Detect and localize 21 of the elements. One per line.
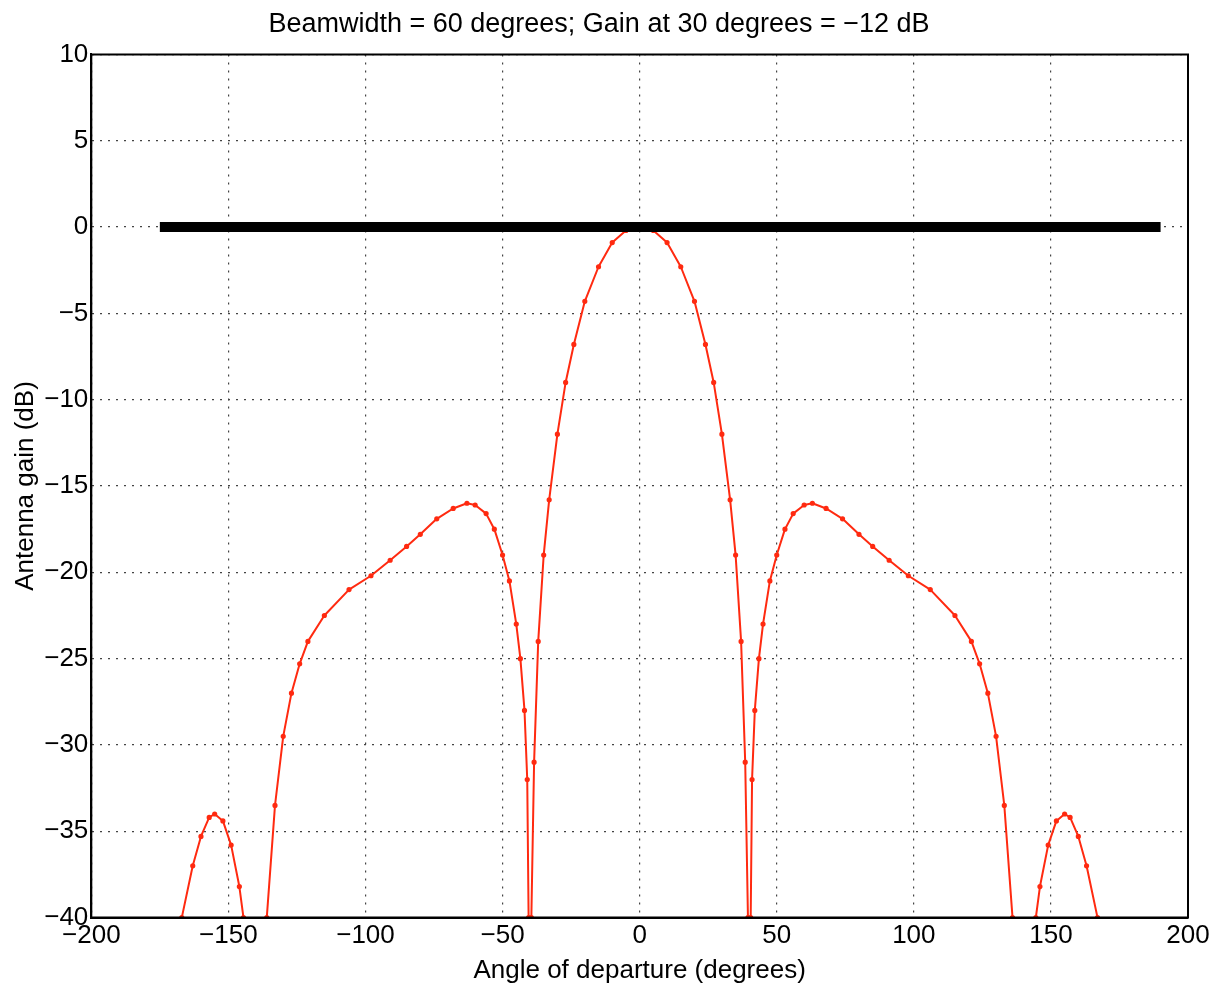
y-tick-label: 5: [73, 123, 89, 154]
y-tick-label: −10: [44, 382, 89, 413]
y-tick-label: 0: [73, 210, 89, 241]
chart-title: Beamwidth = 60 degrees; Gain at 30 degrees = −12 dB: [268, 7, 930, 38]
x-tick-label: 100: [892, 919, 936, 950]
y-tick-label: −20: [44, 555, 89, 586]
y-axis-title: Antenna gain (dB): [8, 381, 39, 591]
y-tick-label: −35: [44, 814, 89, 845]
y-tick-label: −15: [44, 469, 89, 500]
x-tick-label: 200: [1166, 919, 1210, 950]
x-tick-label: −150: [199, 919, 258, 950]
y-tick-label: −30: [44, 728, 89, 759]
x-axis-title: Angle of departure (degrees): [473, 953, 806, 984]
y-tick-label: −25: [44, 641, 89, 672]
x-tick-label: 50: [762, 919, 792, 950]
x-tick-label: −100: [336, 919, 395, 950]
x-tick-label: 0: [632, 919, 647, 950]
x-tick-label: 150: [1029, 919, 1073, 950]
x-tick-label: −50: [480, 919, 525, 950]
y-tick-label: −5: [58, 296, 89, 327]
y-tick-label: 10: [59, 37, 89, 68]
